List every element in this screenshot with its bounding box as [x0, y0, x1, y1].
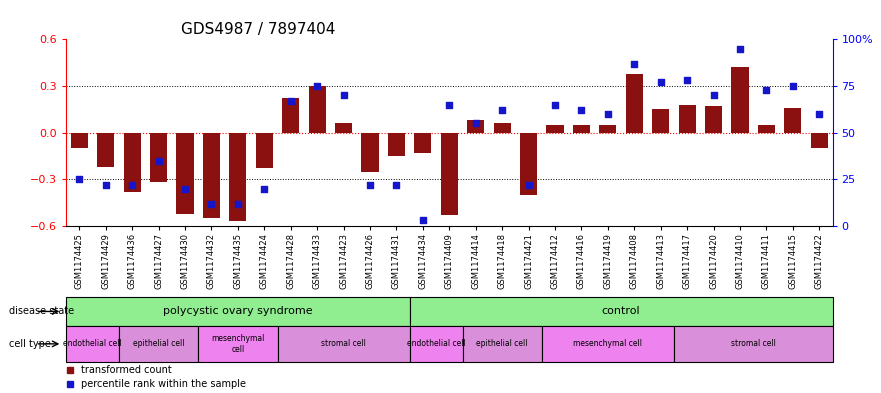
Point	[786, 83, 800, 89]
Point	[627, 61, 641, 67]
Text: epithelial cell: epithelial cell	[477, 340, 528, 348]
Point	[707, 92, 721, 98]
Point	[257, 185, 271, 192]
Text: endothelial cell: endothelial cell	[63, 340, 122, 348]
Bar	[674, 326, 833, 362]
Text: epithelial cell: epithelial cell	[133, 340, 184, 348]
Point	[178, 185, 192, 192]
Bar	[150, 132, 167, 182]
Point	[574, 107, 589, 113]
Bar	[652, 109, 670, 132]
Text: endothelial cell: endothelial cell	[407, 340, 465, 348]
Text: stromal cell: stromal cell	[322, 340, 366, 348]
Bar	[123, 132, 141, 192]
Bar	[731, 67, 749, 132]
Text: mesenchymal cell: mesenchymal cell	[574, 340, 642, 348]
Point	[495, 107, 509, 113]
Bar	[811, 132, 828, 148]
Point	[284, 98, 298, 104]
Bar	[599, 125, 617, 132]
Bar	[66, 297, 410, 326]
Text: GDS4987 / 7897404: GDS4987 / 7897404	[181, 22, 336, 37]
Bar	[520, 132, 537, 195]
Point	[812, 111, 826, 117]
Point	[601, 111, 615, 117]
Bar	[463, 326, 542, 362]
Bar	[255, 132, 273, 169]
Point	[310, 83, 324, 89]
Point	[152, 158, 166, 164]
Bar	[493, 123, 511, 132]
Point	[72, 176, 86, 182]
Point	[99, 182, 113, 188]
Point	[416, 217, 430, 224]
Point	[442, 101, 456, 108]
Bar	[467, 120, 485, 132]
Bar	[176, 132, 194, 213]
Text: percentile rank within the sample: percentile rank within the sample	[81, 378, 247, 389]
Bar	[784, 108, 802, 132]
Bar	[678, 105, 696, 132]
Text: mesenchymal
cell: mesenchymal cell	[211, 334, 264, 354]
Bar	[388, 132, 405, 156]
Point	[548, 101, 562, 108]
Bar	[97, 132, 115, 167]
Bar	[278, 326, 410, 362]
Bar	[361, 132, 379, 171]
Text: polycystic ovary syndrome: polycystic ovary syndrome	[163, 307, 313, 316]
Bar	[203, 132, 220, 218]
Bar	[414, 132, 432, 153]
Bar	[70, 132, 88, 148]
Bar	[626, 73, 643, 132]
Bar	[440, 132, 458, 215]
Text: disease state: disease state	[9, 307, 74, 316]
Point	[733, 46, 747, 52]
Point	[204, 200, 218, 207]
Bar	[542, 326, 674, 362]
Point	[654, 79, 668, 85]
Bar	[546, 125, 564, 132]
Bar	[335, 123, 352, 132]
Bar	[410, 297, 833, 326]
Point	[759, 86, 774, 93]
Bar	[308, 86, 326, 132]
Bar	[66, 326, 119, 362]
Bar	[282, 98, 300, 132]
Text: control: control	[602, 307, 640, 316]
Text: stromal cell: stromal cell	[731, 340, 775, 348]
Bar	[758, 125, 775, 132]
Bar	[410, 326, 463, 362]
Point	[231, 200, 245, 207]
Bar	[705, 106, 722, 132]
Point	[337, 92, 351, 98]
Point	[389, 182, 403, 188]
Point	[125, 182, 139, 188]
Text: cell type: cell type	[9, 339, 50, 349]
Bar	[119, 326, 198, 362]
Bar	[198, 326, 278, 362]
Bar	[229, 132, 247, 221]
Text: transformed count: transformed count	[81, 365, 172, 375]
Point	[680, 77, 694, 83]
Point	[522, 182, 536, 188]
Point	[363, 182, 377, 188]
Point	[469, 120, 483, 127]
Bar	[573, 125, 590, 132]
